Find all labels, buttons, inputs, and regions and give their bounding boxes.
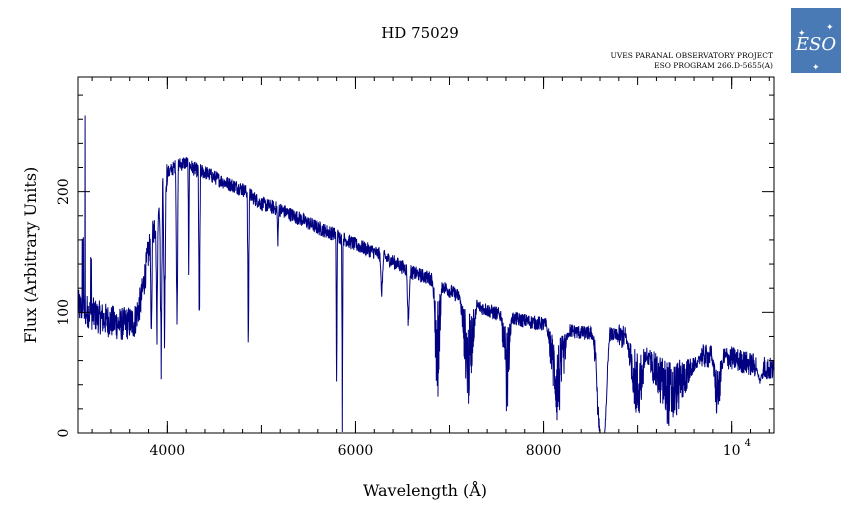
y-axis-label: Flux (Arbitrary Units)	[21, 167, 40, 344]
x-tick-label: 10	[723, 443, 741, 459]
x-tick-label-superscript: 4	[745, 438, 751, 449]
plot-frame	[77, 76, 775, 434]
eso-logo-star-1: ✦	[798, 29, 806, 39]
y-tick-label: 100	[56, 299, 72, 326]
y-tick-label: 200	[56, 178, 72, 205]
plot-area: 4000 6000 8000 10 4 0 100 200	[56, 76, 775, 459]
spectrum-line	[77, 115, 775, 434]
eso-logo-text: ESO	[795, 34, 836, 55]
eso-logo: ESO ✦ ✦ ✦	[791, 8, 841, 73]
program-line-2: ESO PROGRAM 266.D-5655(A)	[654, 61, 773, 70]
x-tick-label: 8000	[526, 443, 562, 459]
eso-logo-star-3: ✦	[812, 63, 820, 73]
eso-logo-star-2: ✦	[826, 23, 834, 33]
program-line-1: UVES PARANAL OBSERVATORY PROJECT	[611, 51, 773, 60]
chart-title: HD 75029	[381, 24, 459, 42]
x-tick-label: 4000	[150, 443, 186, 459]
y-tick-label: 0	[56, 429, 72, 438]
x-tick-label: 6000	[338, 443, 374, 459]
eso-logo-background	[791, 8, 841, 73]
x-axis-label: Wavelength (Å)	[363, 480, 487, 500]
